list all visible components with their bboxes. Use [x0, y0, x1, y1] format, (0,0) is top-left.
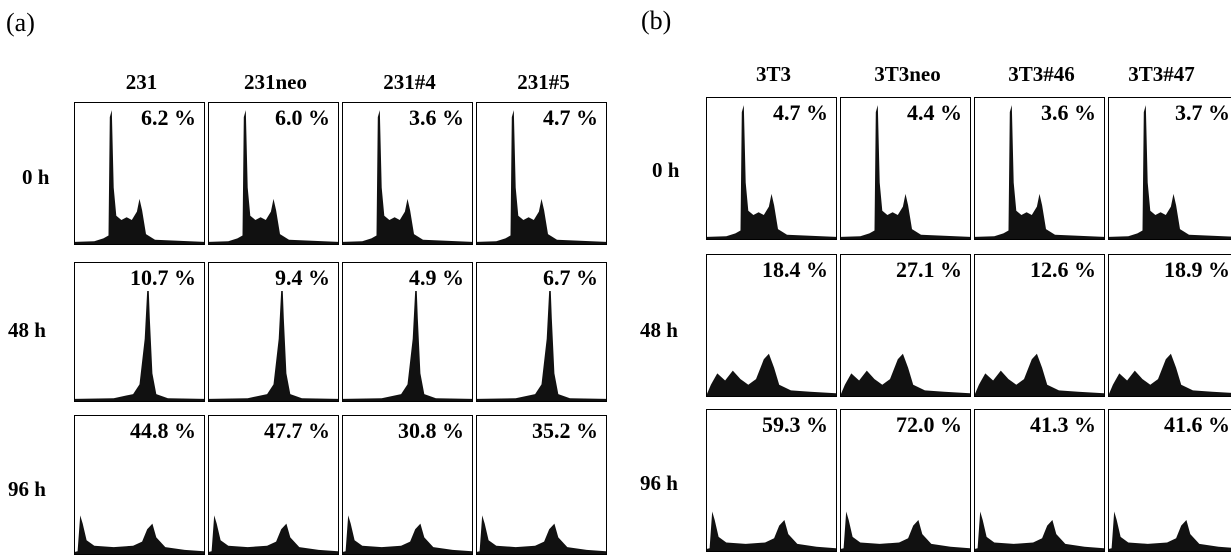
histogram-panel: 41.3 % [974, 409, 1105, 552]
subg1-percent: 4.4 % [905, 100, 964, 126]
histogram-panel: 12.6 % [974, 254, 1105, 397]
histogram-panel: 35.2 % [476, 415, 607, 555]
subg1-percent: 35.2 % [530, 418, 600, 444]
panel-b-row-0h: 0 h [652, 158, 680, 182]
histogram-panel: 30.8 % [342, 415, 473, 555]
histogram-trace [1109, 105, 1231, 239]
histogram-panel: 72.0 % [840, 409, 971, 552]
subg1-percent: 6.7 % [541, 265, 600, 291]
histogram-panel: 9.4 % [208, 262, 339, 402]
panel-a-col-4: 231#5 [517, 70, 570, 94]
histogram-trace [477, 110, 606, 244]
histogram-trace [343, 283, 472, 401]
subg1-percent: 18.9 % [1162, 257, 1231, 283]
subg1-percent: 4.7 % [771, 100, 830, 126]
histogram-panel: 18.9 % [1108, 254, 1231, 397]
histogram-panel: 4.7 % [706, 97, 837, 240]
histogram-panel: 6.7 % [476, 262, 607, 402]
subg1-percent: 6.2 % [139, 105, 198, 131]
panel-a-col-1: 231 [125, 70, 158, 94]
histogram-trace [975, 511, 1104, 551]
subg1-percent: 44.8 % [128, 418, 198, 444]
panel-b-label: (b) [641, 6, 672, 35]
subg1-percent: 18.4 % [760, 257, 830, 283]
subg1-percent: 10.7 % [128, 265, 198, 291]
histogram-panel: 4.9 % [342, 262, 473, 402]
subg1-percent: 3.7 % [1173, 100, 1231, 126]
panel-a-label: (a) [6, 8, 35, 37]
panel-b-col-1: 3T3 [755, 62, 791, 86]
histogram-panel: 6.0 % [208, 102, 339, 245]
subg1-percent: 30.8 % [396, 418, 466, 444]
histogram-trace [1109, 353, 1231, 396]
histogram-panel: 3.7 % [1108, 97, 1231, 240]
histogram-panel: 4.4 % [840, 97, 971, 240]
subg1-percent: 12.6 % [1028, 257, 1098, 283]
histogram-panel: 59.3 % [706, 409, 837, 552]
histogram-trace [75, 110, 204, 244]
histogram-panel: 41.6 % [1108, 409, 1231, 552]
histogram-trace [975, 105, 1104, 239]
histogram-trace [75, 283, 204, 401]
panel-a-row-48h: 48 h [8, 318, 46, 342]
histogram-panel: 10.7 % [74, 262, 205, 402]
subg1-percent: 9.4 % [273, 265, 332, 291]
panel-a-col-2: 231neo [244, 70, 307, 94]
histogram-trace [209, 515, 338, 554]
histogram-trace [477, 515, 606, 554]
subg1-percent: 47.7 % [262, 418, 332, 444]
histogram-panel: 27.1 % [840, 254, 971, 397]
histogram-trace [975, 353, 1104, 396]
histogram-trace [1109, 511, 1231, 551]
panel-a-row-96h: 96 h [8, 477, 46, 501]
histogram-trace [841, 511, 970, 551]
panel-a-row-0h: 0 h [22, 165, 50, 189]
subg1-percent: 41.3 % [1028, 412, 1098, 438]
panel-a-col-3: 231#4 [383, 70, 436, 94]
histogram-panel: 6.2 % [74, 102, 205, 245]
histogram-trace [707, 105, 836, 239]
panel-b-col-4: 3T3#47 [1128, 62, 1195, 86]
panel-b-col-2: 3T3neo [874, 62, 941, 86]
histogram-trace [707, 511, 836, 551]
panel-b-row-96h: 96 h [640, 471, 678, 495]
subg1-percent: 4.9 % [407, 265, 466, 291]
histogram-trace [343, 110, 472, 244]
histogram-panel: 44.8 % [74, 415, 205, 555]
subg1-percent: 59.3 % [760, 412, 830, 438]
histogram-trace [477, 283, 606, 401]
histogram-trace [343, 515, 472, 554]
histogram-trace [209, 283, 338, 401]
histogram-trace [75, 515, 204, 554]
subg1-percent: 3.6 % [1039, 100, 1098, 126]
histogram-panel: 47.7 % [208, 415, 339, 555]
subg1-percent: 27.1 % [894, 257, 964, 283]
subg1-percent: 41.6 % [1162, 412, 1231, 438]
subg1-percent: 6.0 % [273, 105, 332, 131]
histogram-trace [707, 353, 836, 396]
histogram-panel: 3.6 % [974, 97, 1105, 240]
subg1-percent: 4.7 % [541, 105, 600, 131]
histogram-panel: 18.4 % [706, 254, 837, 397]
histogram-trace [841, 353, 970, 396]
histogram-trace [841, 105, 970, 239]
histogram-panel: 4.7 % [476, 102, 607, 245]
panel-b-col-3: 3T3#46 [1008, 62, 1075, 86]
subg1-percent: 3.6 % [407, 105, 466, 131]
subg1-percent: 72.0 % [894, 412, 964, 438]
histogram-panel: 3.6 % [342, 102, 473, 245]
panel-b-row-48h: 48 h [640, 318, 678, 342]
histogram-trace [209, 110, 338, 244]
